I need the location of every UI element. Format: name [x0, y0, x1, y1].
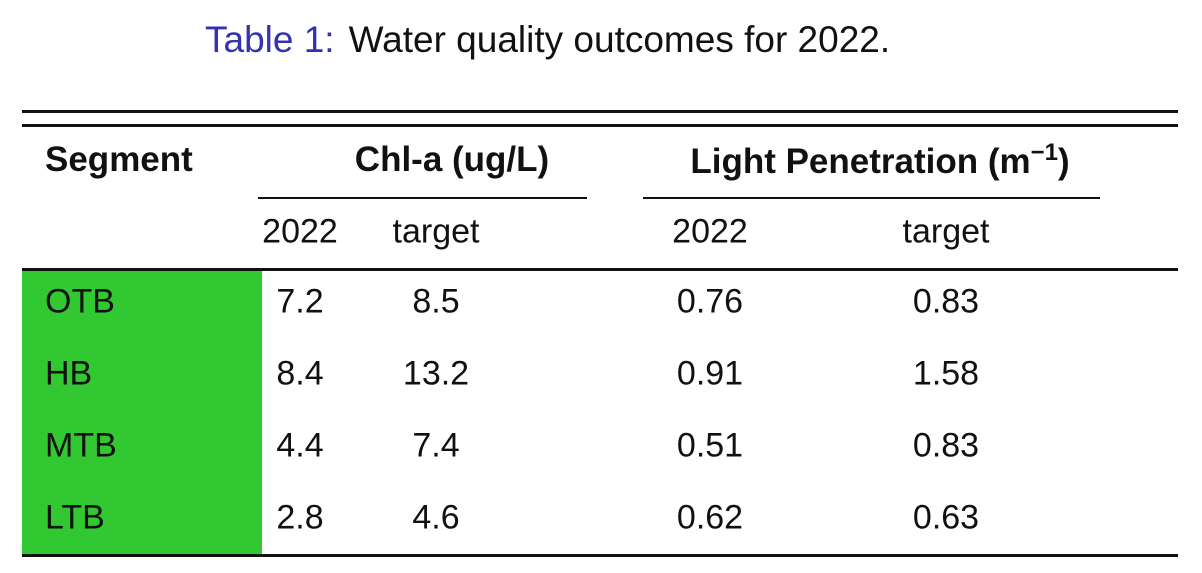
row-hb-chla-target: 13.2	[402, 354, 470, 393]
row-ltb-light-2022: 0.62	[676, 498, 744, 537]
top-rule-inner	[22, 124, 1178, 127]
row-otb-light-2022: 0.76	[676, 282, 744, 321]
header-light-prefix: Light Penetration (m	[690, 142, 1031, 181]
row-ltb-segment: LTB	[45, 498, 105, 537]
header-segment: Segment	[45, 140, 193, 179]
bottom-rule	[22, 554, 1178, 557]
row-otb-segment: OTB	[45, 282, 115, 321]
caption-label: Table 1:	[205, 19, 335, 60]
top-rule-outer	[22, 110, 1178, 113]
row-hb-light-target: 1.58	[912, 354, 980, 393]
row-mtb-segment: MTB	[45, 426, 117, 465]
subheader-chla-target: target	[392, 212, 480, 251]
row-mtb-light-2022: 0.51	[676, 426, 744, 465]
row-mtb-light-target: 0.83	[912, 426, 980, 465]
subheader-chla-2022: 2022	[262, 212, 338, 251]
row-hb-chla-2022: 8.4	[276, 354, 324, 393]
row-otb-chla-target: 8.5	[412, 282, 460, 321]
row-ltb-chla-2022: 2.8	[276, 498, 324, 537]
row-hb-segment: HB	[45, 354, 93, 393]
header-light-group: Light Penetration (m−1)	[690, 139, 1070, 182]
row-otb-chla-2022: 7.2	[276, 282, 324, 321]
header-chla-group: Chl-a (ug/L)	[354, 140, 550, 179]
header-light-superscript: −1	[1030, 139, 1058, 166]
caption-text: Water quality outcomes for 2022.	[348, 19, 891, 60]
light-group-underline	[643, 197, 1100, 199]
subheader-light-2022: 2022	[672, 212, 748, 251]
row-hb-light-2022: 0.91	[676, 354, 744, 393]
row-mtb-chla-target: 7.4	[412, 426, 460, 465]
row-mtb-chla-2022: 4.4	[276, 426, 324, 465]
chla-group-underline	[258, 197, 587, 199]
mid-rule	[22, 268, 1178, 271]
header-light-suffix: )	[1058, 142, 1070, 181]
row-otb-light-target: 0.83	[912, 282, 980, 321]
segment-column-highlight	[22, 271, 262, 554]
table-caption: Table 1: Water quality outcomes for 2022.	[205, 19, 890, 61]
row-ltb-light-target: 0.63	[912, 498, 980, 537]
row-ltb-chla-target: 4.6	[412, 498, 460, 537]
subheader-light-target: target	[902, 212, 990, 251]
